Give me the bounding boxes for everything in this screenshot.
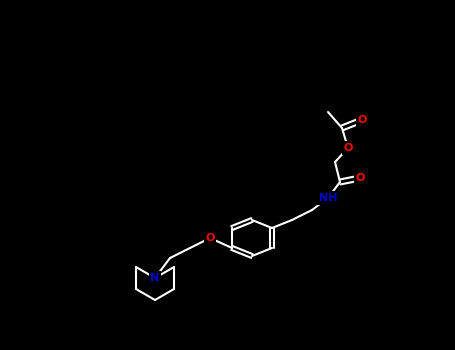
Text: O: O — [355, 173, 365, 183]
Text: O: O — [344, 143, 353, 153]
Text: N: N — [150, 273, 160, 283]
Text: O: O — [205, 233, 215, 243]
Text: NH: NH — [319, 193, 337, 203]
Text: O: O — [357, 115, 367, 125]
